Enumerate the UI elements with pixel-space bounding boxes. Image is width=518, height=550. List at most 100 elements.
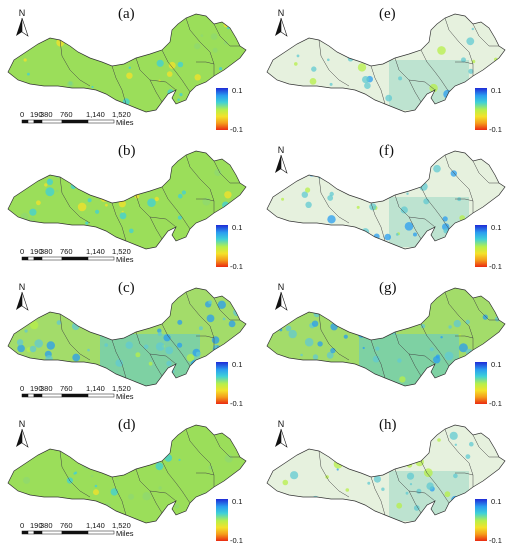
- map-speckle: [348, 455, 353, 461]
- scale-segment: [21, 530, 29, 535]
- map-speckle: [27, 72, 30, 76]
- map-speckle: [426, 482, 434, 490]
- map-panel-c: N 0.1 -0.1 0 190 380 760 1,140 1,520 Miles (c): [0, 274, 259, 411]
- legend-min-label: -0.1: [230, 399, 243, 408]
- map-speckle: [177, 319, 183, 325]
- map-speckle: [453, 319, 461, 328]
- map-speckle: [304, 337, 314, 347]
- province-border: [444, 291, 474, 350]
- province-border: [370, 476, 386, 516]
- map-speckle: [224, 75, 232, 83]
- map-speckle: [285, 96, 295, 106]
- province-border: [444, 428, 474, 487]
- map-speckle: [487, 20, 492, 25]
- map-speckle: [400, 206, 408, 214]
- map-speckle: [113, 164, 116, 167]
- legend-ramp: [216, 88, 228, 130]
- map-speckle: [186, 354, 195, 362]
- map-speckle: [469, 441, 474, 447]
- scale-segment: [61, 530, 89, 535]
- map-speckle: [371, 25, 381, 34]
- map-speckle: [81, 322, 84, 325]
- legend-min-label: -0.1: [489, 399, 502, 408]
- panel-label: (a): [118, 6, 135, 22]
- map-speckle: [344, 367, 352, 375]
- panel-label: (d): [118, 417, 136, 433]
- map-speckle: [373, 333, 377, 336]
- region-outline: [7, 13, 247, 113]
- map-speckle: [417, 300, 427, 309]
- map-speckle: [50, 445, 55, 450]
- map-speckle: [148, 361, 153, 366]
- province-border: [472, 23, 499, 47]
- scale-tick-label: 1,520: [112, 110, 131, 119]
- scale-tick-label: 760: [60, 521, 73, 530]
- north-arrow-icon: N: [275, 282, 288, 311]
- map-speckle: [301, 191, 308, 198]
- map-speckle: [125, 341, 133, 349]
- map-speckle: [373, 475, 381, 483]
- scale-segment: [27, 393, 35, 398]
- map-speckle: [137, 316, 144, 323]
- map-speckle: [340, 367, 349, 376]
- province-border: [161, 49, 191, 93]
- map-speckle: [87, 198, 92, 203]
- map-speckle: [173, 432, 177, 436]
- map-speckle: [65, 98, 71, 103]
- map-speckle: [425, 507, 431, 513]
- map-speckle: [451, 232, 456, 236]
- province-border: [370, 202, 386, 242]
- map-speckle: [73, 100, 79, 106]
- map-speckle: [402, 322, 407, 327]
- map-speckle: [362, 346, 365, 350]
- map-speckle: [156, 59, 164, 67]
- map-speckle: [24, 329, 28, 333]
- scale-tick-label: 760: [60, 384, 73, 393]
- map-speckle: [45, 187, 55, 197]
- map-speckle: [277, 180, 282, 186]
- map-speckle: [416, 488, 422, 494]
- map-speckle: [120, 467, 126, 473]
- map-speckle: [450, 170, 457, 177]
- map-speckle: [101, 46, 104, 50]
- map-speckle: [367, 27, 376, 37]
- scale-segment: [21, 119, 29, 124]
- map-panel-e: N 0.1 -0.1 (e): [259, 0, 518, 137]
- map-panel-g: N 0.1 -0.1 (g): [259, 274, 518, 411]
- map-speckle: [318, 430, 325, 437]
- map-speckle: [30, 320, 39, 330]
- province-border: [213, 434, 240, 458]
- scale-segment: [61, 119, 89, 124]
- scale-segment: [21, 393, 29, 398]
- map-speckle: [128, 187, 133, 192]
- map-speckle: [50, 229, 59, 237]
- scale-tick-label: 1,520: [112, 521, 131, 530]
- province-border: [455, 472, 474, 476]
- scale-segment: [27, 119, 35, 124]
- province-border: [213, 160, 240, 184]
- map-speckle: [444, 491, 451, 498]
- map-speckle: [224, 454, 233, 463]
- map-speckle: [166, 360, 172, 367]
- north-arrow-icon: N: [275, 145, 288, 174]
- map-speckle: [352, 309, 358, 315]
- province-border: [472, 297, 499, 321]
- legend-max-label: 0.1: [491, 86, 501, 95]
- map-speckle: [23, 58, 27, 62]
- map-speckle: [95, 209, 100, 214]
- map-speckle: [154, 196, 159, 202]
- map-speckle: [413, 232, 417, 237]
- map-speckle: [299, 444, 303, 448]
- map-speckle: [166, 71, 173, 77]
- province-border: [185, 154, 215, 213]
- map-speckle: [198, 512, 206, 520]
- map-speckle: [145, 29, 153, 37]
- map-speckle: [87, 89, 94, 96]
- map-speckle: [458, 343, 468, 353]
- map-speckle: [306, 294, 313, 301]
- province-border: [318, 39, 350, 87]
- map-speckle: [285, 448, 289, 453]
